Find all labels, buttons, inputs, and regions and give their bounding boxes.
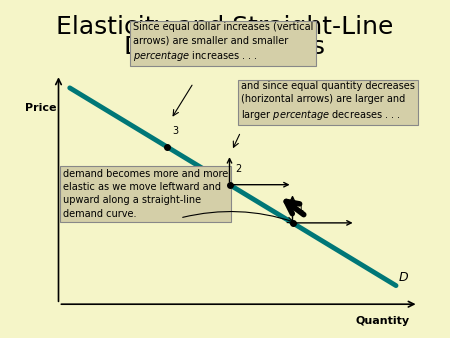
Text: Demand Curves: Demand Curves	[125, 35, 325, 59]
Text: 1: 1	[298, 203, 304, 213]
Text: Elasticity and Straight-Line: Elasticity and Straight-Line	[56, 15, 394, 39]
Text: Since equal dollar increases (vertical
arrows) are smaller and smaller
$\it{perc: Since equal dollar increases (vertical a…	[133, 22, 313, 63]
Text: Price: Price	[25, 103, 56, 113]
Text: D: D	[398, 271, 408, 284]
Text: 3: 3	[172, 126, 178, 136]
Text: Quantity: Quantity	[356, 316, 410, 326]
Text: and since equal quantity decreases
(horizontal arrows) are larger and
larger $\i: and since equal quantity decreases (hori…	[241, 81, 414, 122]
Text: demand becomes more and more
elastic as we move leftward and
upward along a stra: demand becomes more and more elastic as …	[63, 169, 228, 219]
Text: 2: 2	[235, 165, 241, 174]
